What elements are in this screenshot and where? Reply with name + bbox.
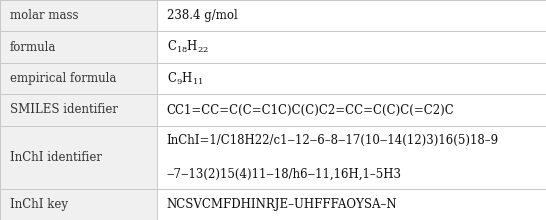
Bar <box>157 31 546 63</box>
Text: formula: formula <box>10 41 56 54</box>
Text: SMILES identifier: SMILES identifier <box>10 103 118 117</box>
Text: 238.4 g/mol: 238.4 g/mol <box>167 9 238 22</box>
Bar <box>0 94 157 126</box>
Bar <box>157 126 546 189</box>
Bar <box>157 189 546 220</box>
Bar <box>0 0 157 31</box>
Bar <box>0 126 157 189</box>
Bar <box>157 94 546 126</box>
Text: InChI=1/C18H22/c1‒12‒6–8‒17(10‒14(12)3)16(5)18–9: InChI=1/C18H22/c1‒12‒6–8‒17(10‒14(12)3)1… <box>167 134 498 147</box>
Text: CC1=CC=C(C=C1C)C(C)C2=CC=C(C)C(=C2)C: CC1=CC=C(C=C1C)C(C)C2=CC=C(C)C(=C2)C <box>167 103 454 117</box>
Text: C$_{\mathregular{18}}$H$_{\mathregular{22}}$: C$_{\mathregular{18}}$H$_{\mathregular{2… <box>167 39 209 55</box>
Bar <box>0 63 157 94</box>
Bar <box>157 63 546 94</box>
Bar <box>0 189 157 220</box>
Bar <box>157 0 546 31</box>
Text: InChI identifier: InChI identifier <box>10 151 102 164</box>
Text: ‒7‒13(2)15(4)11‒18/h6‒11,16H,1–5H3: ‒7‒13(2)15(4)11‒18/h6‒11,16H,1–5H3 <box>167 168 401 181</box>
Text: molar mass: molar mass <box>10 9 78 22</box>
Bar <box>0 31 157 63</box>
Text: empirical formula: empirical formula <box>10 72 116 85</box>
Text: InChI key: InChI key <box>10 198 68 211</box>
Text: NCSVCMFDHINRJE–UHFFFAOYSA–N: NCSVCMFDHINRJE–UHFFFAOYSA–N <box>167 198 397 211</box>
Text: C$_{\mathregular{9}}$H$_{\mathregular{11}}$: C$_{\mathregular{9}}$H$_{\mathregular{11… <box>167 71 203 87</box>
